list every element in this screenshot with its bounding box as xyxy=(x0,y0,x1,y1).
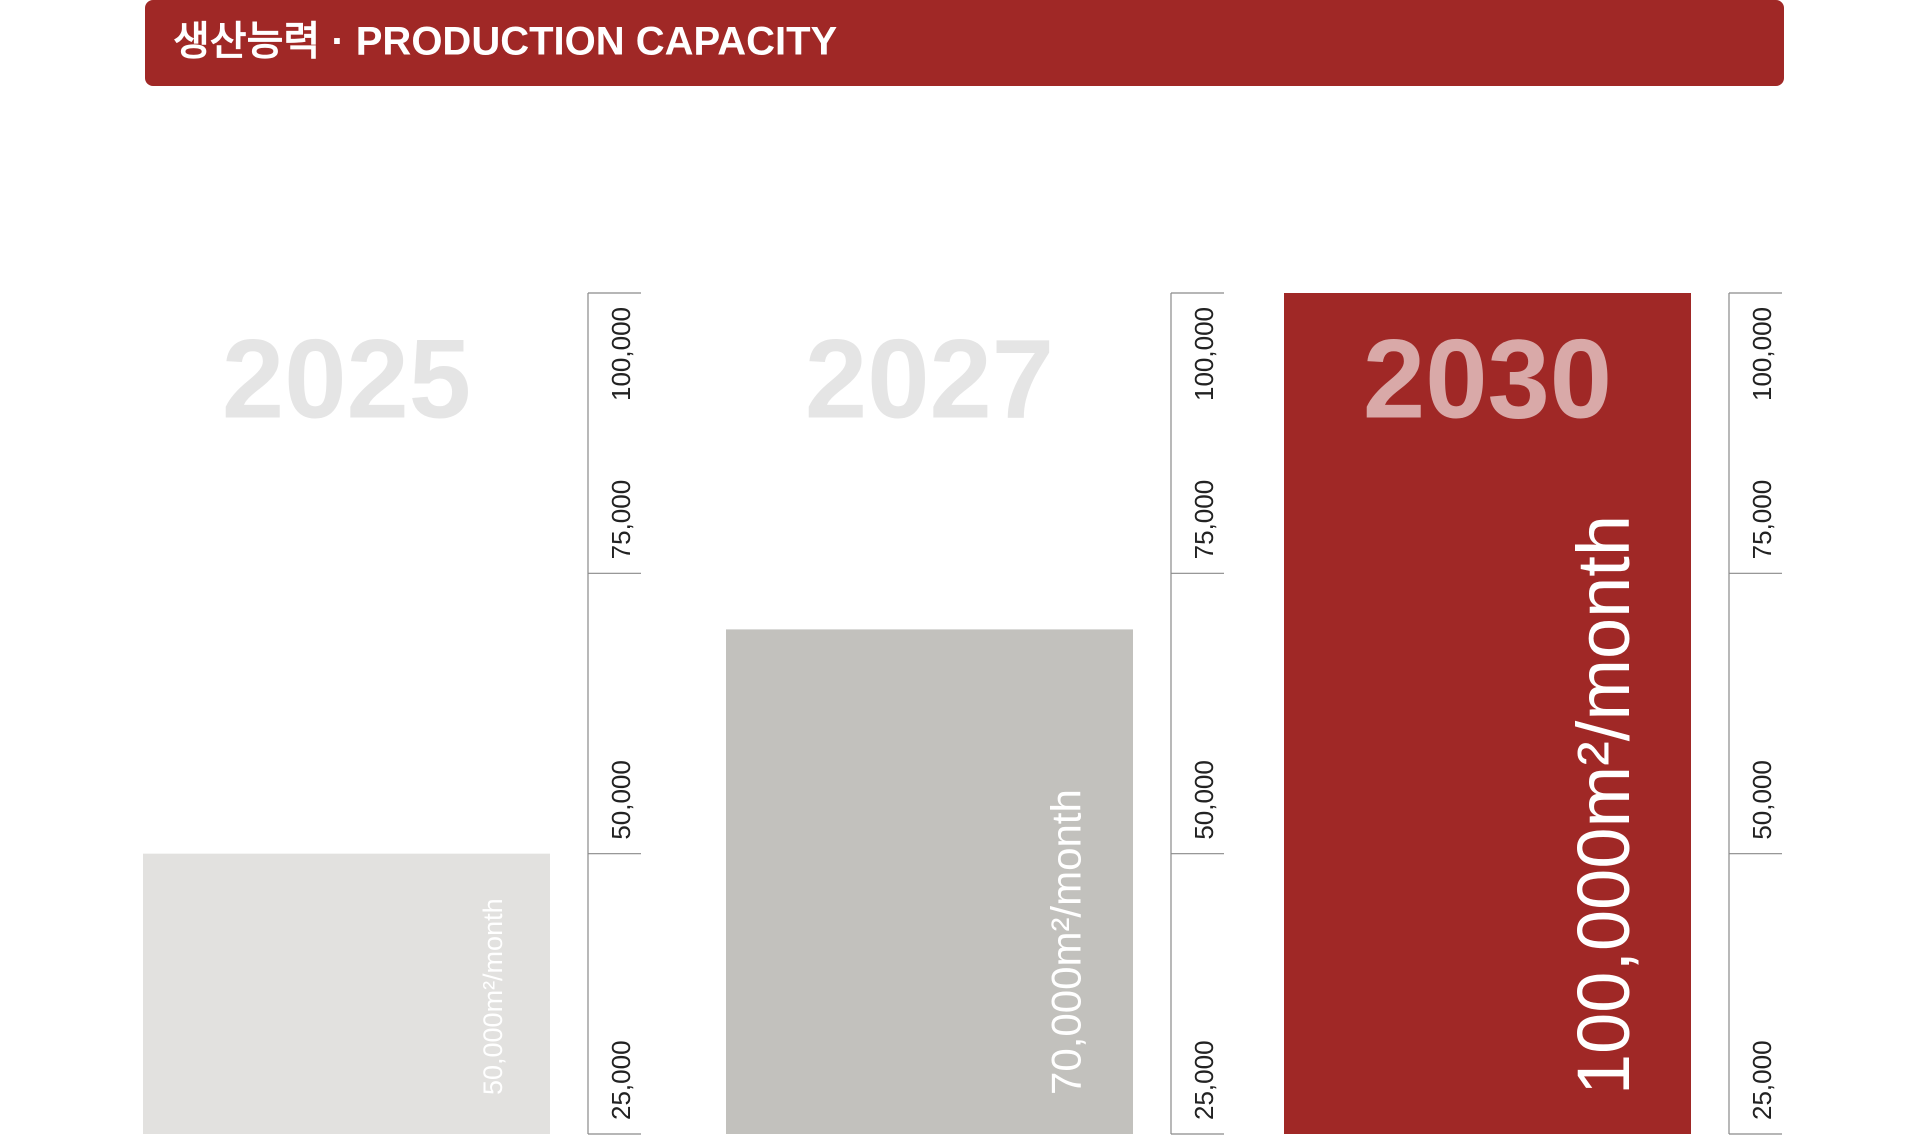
bar xyxy=(143,853,550,1134)
chart-title: 생산능력 · PRODUCTION CAPACITY xyxy=(173,20,838,64)
y-tick-label: 50,000 xyxy=(1189,760,1219,840)
y-tick-label: 75,000 xyxy=(1747,480,1777,560)
y-tick-label: 25,000 xyxy=(606,1040,636,1120)
title-banner xyxy=(145,0,1784,86)
y-tick-label: 25,000 xyxy=(1189,1040,1219,1120)
y-tick-label: 100,000 xyxy=(1189,307,1219,401)
y-tick-label: 75,000 xyxy=(606,480,636,560)
year-label: 2025 xyxy=(222,317,471,442)
bar xyxy=(1284,293,1691,1134)
value-label: 100,000m²/month xyxy=(1562,515,1645,1095)
y-tick-label: 75,000 xyxy=(1189,480,1219,560)
y-tick-label: 100,000 xyxy=(1747,307,1777,401)
value-label: 70,000m²/month xyxy=(1042,789,1089,1095)
value-label: 50,000m²/month xyxy=(478,898,508,1095)
y-tick-label: 50,000 xyxy=(606,760,636,840)
y-tick-label: 100,000 xyxy=(606,307,636,401)
y-tick-label: 50,000 xyxy=(1747,760,1777,840)
year-label: 2027 xyxy=(805,317,1054,442)
year-label: 2030 xyxy=(1363,317,1612,442)
bar xyxy=(726,629,1133,1134)
y-tick-label: 25,000 xyxy=(1747,1040,1777,1120)
